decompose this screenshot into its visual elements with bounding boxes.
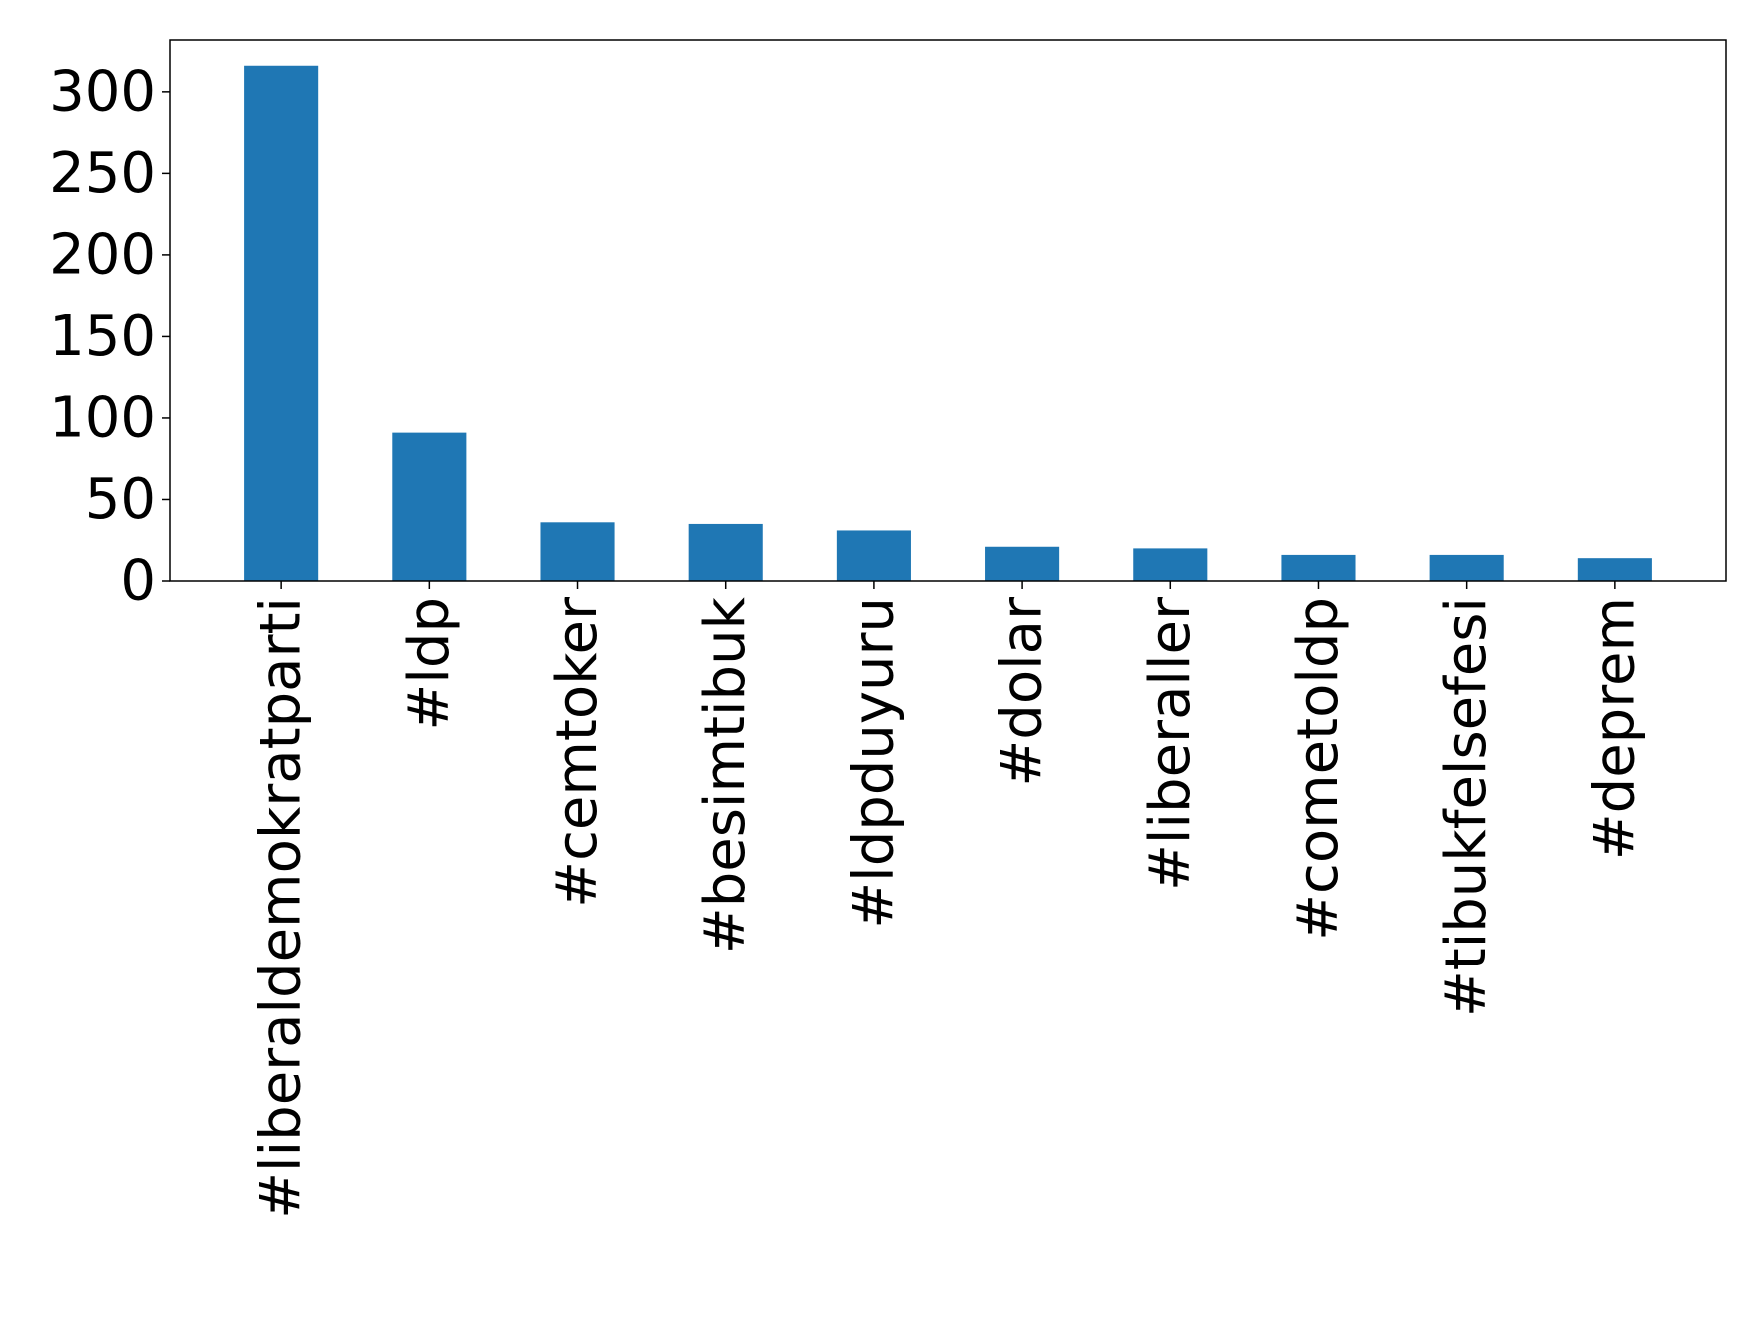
bar-liberaldemokratparti (244, 65, 319, 581)
x-axis: #liberaldemokratparti #ldp #cemtoker #besim… (249, 581, 1647, 1219)
bar-liberaller (1133, 548, 1208, 581)
x-tick-label: #ldp (397, 597, 462, 731)
bar-ldp (392, 432, 467, 581)
x-tick-label: #cometoldp (1286, 597, 1351, 941)
bar-besimtibuk (688, 523, 763, 581)
x-tick-label: #besimtibuk (693, 596, 758, 954)
bar-deprem (1577, 558, 1652, 581)
y-tick-label: 250 (49, 141, 156, 206)
y-tick-label: 150 (49, 304, 156, 369)
y-axis: 0 50 100 150 200 250 300 (49, 59, 170, 614)
bar-cemtoker (540, 522, 615, 581)
y-tick-label: 100 (49, 385, 156, 450)
bar-tibukfelsefesi (1429, 554, 1504, 581)
plot-frame (169, 39, 1727, 582)
y-tick-label: 50 (85, 467, 156, 532)
x-tick-label: #tibukfelsefesi (1434, 597, 1499, 1017)
x-tick-label: #liberaller (1138, 596, 1203, 891)
bar-cometoldp (1281, 554, 1356, 581)
y-tick-label: 300 (49, 59, 156, 124)
x-tick-label: #dolar (990, 596, 1055, 787)
y-tick-label: 0 (120, 549, 156, 614)
bar-dolar (985, 546, 1060, 581)
x-tick-label: #ldpduyuru (841, 597, 906, 929)
x-tick-label: #deprem (1582, 597, 1647, 860)
bars-group (244, 65, 1652, 581)
x-tick-label: #cemtoker (545, 596, 610, 908)
y-tick-label: 200 (49, 222, 156, 287)
bar-ldpduyuru (836, 530, 911, 581)
x-tick-label: #liberaldemokratparti (249, 597, 314, 1219)
